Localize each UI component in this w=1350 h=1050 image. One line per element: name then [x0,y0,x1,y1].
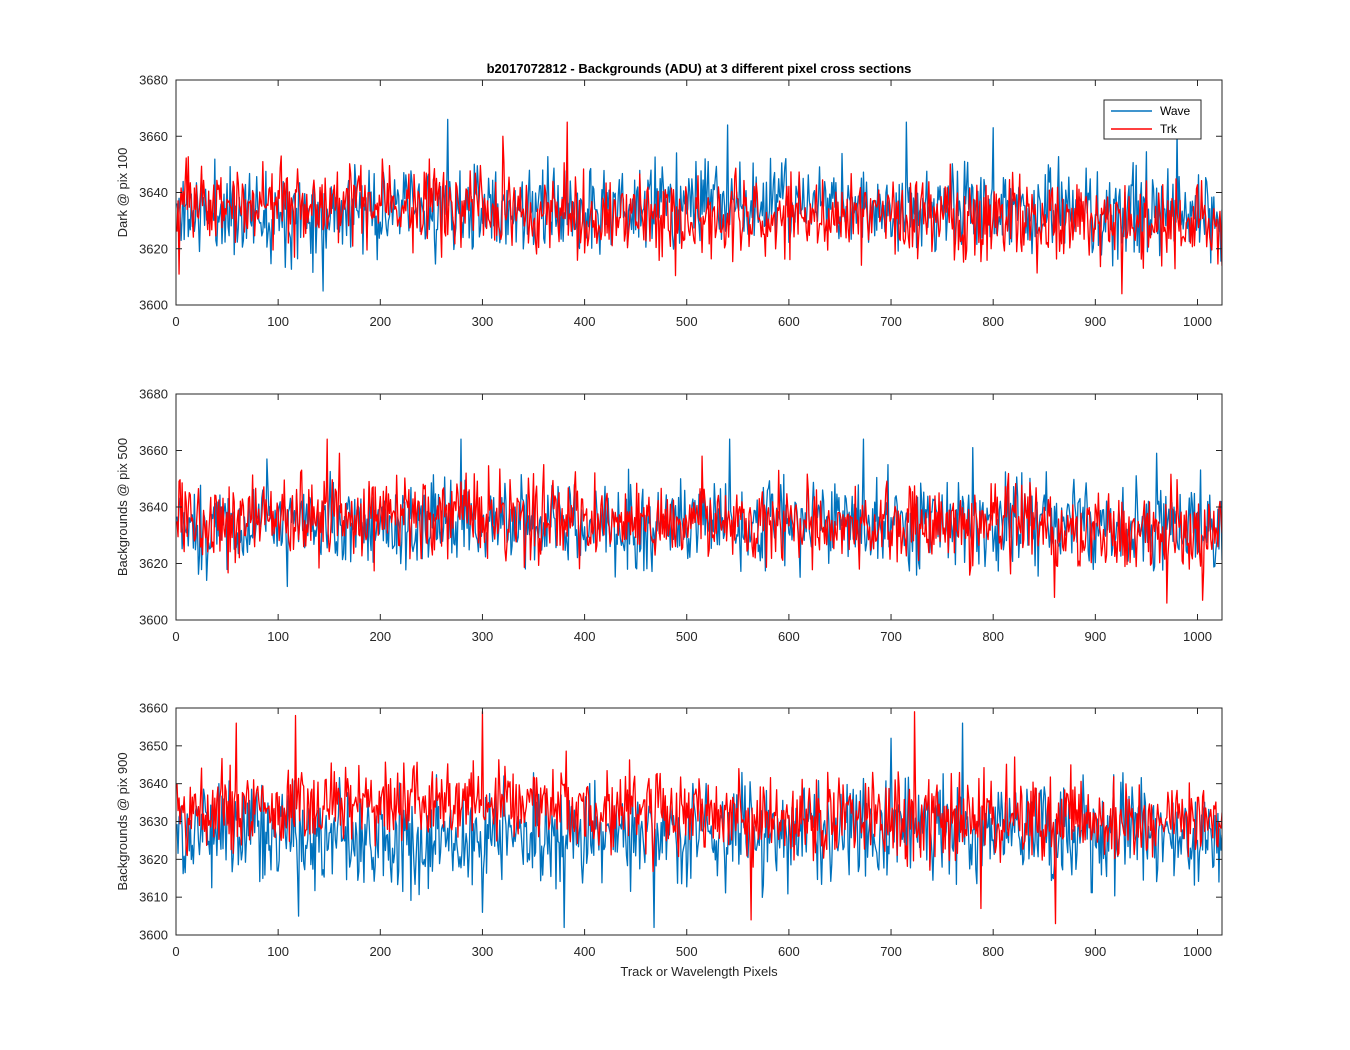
x-tick-label: 200 [369,944,391,959]
y-tick-label: 3620 [139,241,168,256]
y-tick-label: 3620 [139,852,168,867]
panel-dark-pix-100: 0 100 200 300 400 500 600 700 800 900 1000 3600 3620… [115,73,1223,329]
x-tick-label: 1000 [1183,629,1212,644]
y-tick-label: 3600 [139,298,168,313]
x-tick-label: 900 [1084,944,1106,959]
x-tick-label: 600 [778,314,800,329]
y-tick-label: 3640 [139,185,168,200]
y-tick-label: 3640 [139,500,168,515]
x-tick-label: 700 [880,314,902,329]
x-tick-label: 400 [574,314,596,329]
x-tick-label: 0 [172,629,179,644]
x-tick-label: 700 [880,944,902,959]
y-tick-label: 3620 [139,556,168,571]
y-tick-label: 3600 [139,613,168,628]
x-tick-label: 400 [574,944,596,959]
y-axis-label: Backgrounds @ pix 900 [115,752,130,890]
y-tick-label: 3660 [139,129,168,144]
plot-area [176,711,1222,929]
x-tick-label: 500 [676,314,698,329]
x-tick-label: 700 [880,629,902,644]
panel-backgrounds-pix-500: 0 100 200 300 400 500 600 700 800 900 1000 3600 3620… [115,387,1223,644]
x-tick-label: 900 [1084,629,1106,644]
series-line-wave [176,722,1222,929]
x-tick-label: 300 [472,629,494,644]
y-tick-label: 3650 [139,738,168,753]
x-tick-label: 100 [267,314,289,329]
y-tick-label: 3660 [139,443,168,458]
y-axis-label: Backgrounds @ pix 500 [115,438,130,576]
y-axis-label: Dark @ pix 100 [115,148,130,238]
x-tick-label: 500 [676,629,698,644]
y-tick-label: 3610 [139,890,168,905]
series-line-trk [176,121,1222,295]
x-tick-label: 100 [267,944,289,959]
x-tick-label: 300 [472,944,494,959]
x-tick-label: 800 [982,629,1004,644]
plot-area [176,438,1222,604]
x-tick-label: 300 [472,314,494,329]
x-tick-label: 200 [369,314,391,329]
x-tick-label: 500 [676,944,698,959]
x-axis-label: Track or Wavelength Pixels [620,964,778,979]
x-tick-label: 0 [172,314,179,329]
series-line-wave [176,118,1222,292]
y-tick-label: 3680 [139,73,168,88]
x-tick-label: 600 [778,629,800,644]
x-tick-label: 1000 [1183,314,1212,329]
x-tick-label: 800 [982,314,1004,329]
x-tick-label: 600 [778,944,800,959]
legend-label-trk: Trk [1160,122,1178,136]
x-tick-label: 1000 [1183,944,1212,959]
y-tick-label: 3600 [139,928,168,943]
x-tick-label: 0 [172,944,179,959]
plot-area [176,118,1222,295]
x-tick-label: 900 [1084,314,1106,329]
legend: Wave Trk [1103,99,1202,140]
legend-label-wave: Wave [1160,104,1191,118]
x-tick-label: 100 [267,629,289,644]
x-tick-label: 400 [574,629,596,644]
y-tick-label: 3660 [139,701,168,716]
series-line-trk [176,438,1222,604]
y-tick-label: 3680 [139,387,168,402]
y-tick-label: 3630 [139,814,168,829]
legend-box [1103,99,1202,140]
chart-title: b2017072812 - Backgrounds (ADU) at 3 dif… [487,61,912,76]
x-tick-label: 200 [369,629,391,644]
y-tick-label: 3640 [139,776,168,791]
panel-backgrounds-pix-900: 0 100 200 300 400 500 600 700 800 900 1000 3600 3610… [115,701,1223,959]
x-tick-label: 800 [982,944,1004,959]
series-line-trk [176,711,1222,925]
